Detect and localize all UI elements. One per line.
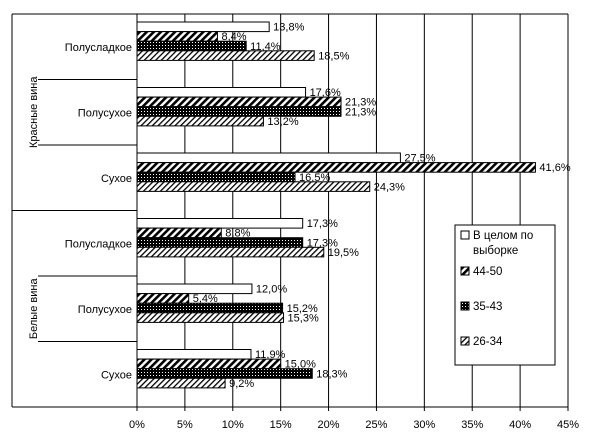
legend-swatch [460,301,470,311]
bar [136,246,325,258]
legend-label: 35-43 [473,301,502,313]
data-label: 15,0% [285,359,316,371]
data-label: 11,4% [250,41,281,53]
x-tick-label: 15% [270,419,292,431]
bar [136,50,315,61]
data-label: 17,3% [307,218,338,230]
data-label: 11,9% [255,349,286,361]
x-tick-label: 45% [557,419,579,431]
bar [136,283,253,295]
legend-label: 26-34 [473,336,503,348]
data-label: 41,6% [539,162,570,174]
data-label: 17,6% [310,87,341,99]
x-tick-label: 30% [413,419,435,431]
category-label: Полусухое [78,107,132,119]
data-label: 15,2% [287,303,318,315]
data-label: 27,5% [404,153,435,165]
x-tick-label: 20% [318,419,340,431]
bar [136,115,264,127]
data-label: 13,2% [267,116,298,128]
x-tick-label: 40% [509,419,531,431]
bar [136,106,342,117]
legend-swatch [460,266,470,276]
bar [136,87,307,98]
x-tick-label: 5% [177,419,193,431]
data-label: 8,4% [221,31,246,43]
data-label: 5,4% [193,293,218,305]
data-label: 9,2% [229,378,254,390]
data-label: 16,5% [299,172,330,184]
bar [136,181,371,192]
data-label: 19,5% [328,247,359,259]
data-label: 12,0% [256,284,287,296]
group-label: Белые вина [28,278,40,340]
x-tick-label: 35% [461,419,483,431]
bar [136,349,252,360]
bar [136,171,296,183]
legend-label-line: выборке [473,245,518,257]
category-label: Полусухое [78,304,132,316]
legend-swatch [460,336,470,346]
bar [136,377,226,389]
legend-swatch [460,230,470,240]
bar [136,218,304,229]
data-label: 17,3% [307,237,338,249]
data-label: 8,8% [225,228,250,240]
x-tick-label: 10% [222,419,244,431]
bar [136,31,218,42]
data-label: 15,3% [288,312,319,324]
data-label: 18,5% [318,50,349,62]
group-label: Красные вина [28,76,40,148]
data-label: 24,3% [374,181,405,193]
bar [136,312,285,323]
x-tick-label: 25% [365,419,387,431]
data-label: 18,3% [316,368,347,380]
data-label: 21,3% [345,106,376,118]
bar [136,152,401,164]
legend-label-line: В целом по [473,230,533,242]
x-tick-label: 0% [129,419,145,431]
category-label: Сухое [101,369,132,381]
data-label: 21,3% [345,97,376,109]
bar [136,162,536,173]
data-label: 13,8% [273,22,304,34]
bar [136,21,270,33]
bar [136,227,222,239]
category-label: Полусладкое [65,42,132,54]
bar [136,293,190,304]
category-label: Сухое [101,173,132,185]
category-label: Полусладкое [65,238,132,250]
legend-label: 44-50 [473,266,502,278]
legend-box [454,224,556,366]
bar [136,237,304,248]
